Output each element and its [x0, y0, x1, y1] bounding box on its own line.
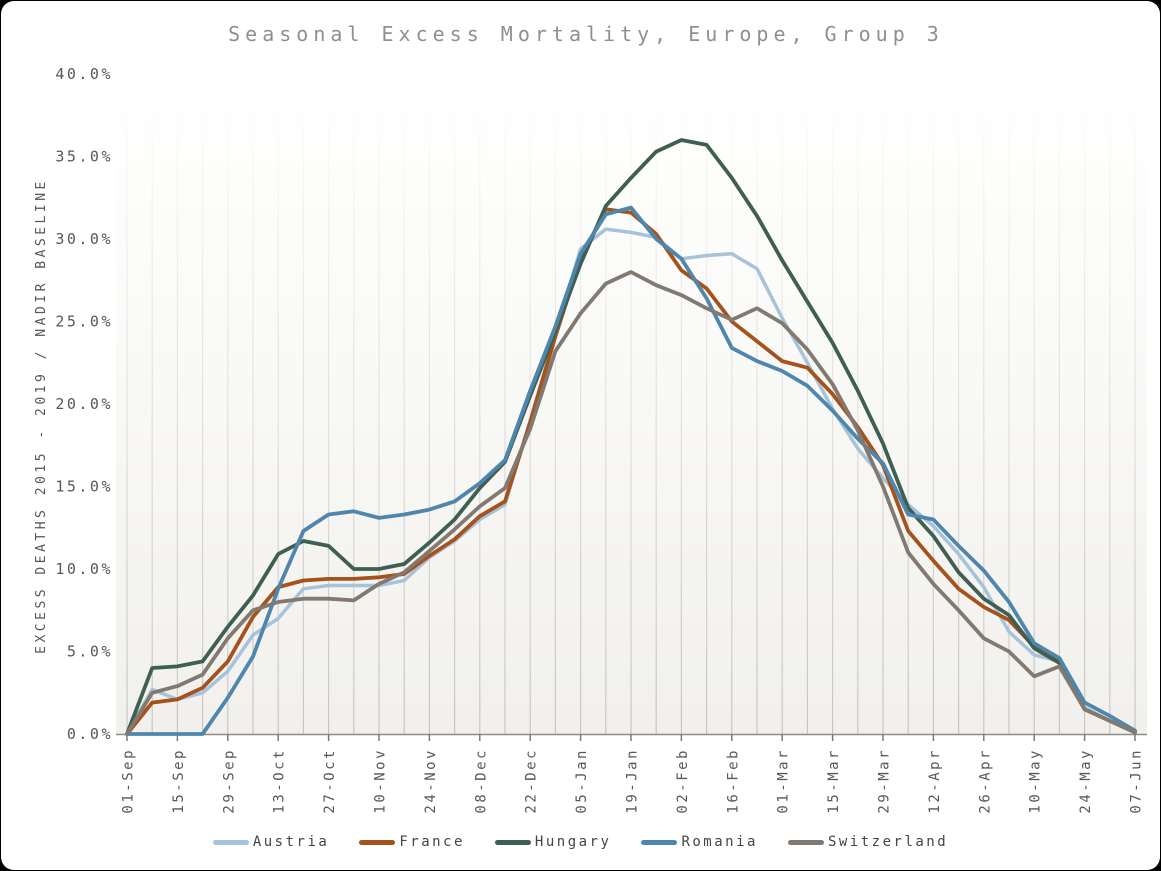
- y-axis-tick-labels: 0.0% 5.0% 10.0% 15.0% 20.0% 25.0% 30.0% 35.0% 40…: [55, 65, 113, 743]
- legend-label: Austria: [252, 834, 330, 850]
- y-tick-label: 10.0%: [55, 560, 113, 578]
- x-tick-label: 13-Oct: [272, 748, 288, 814]
- legend-swatch-switzerland: [787, 839, 824, 845]
- x-tick-label: 07-Jun: [1129, 748, 1145, 814]
- x-tick-label: 24-May: [1078, 748, 1094, 814]
- x-tick-label: 05-Jan: [574, 748, 590, 814]
- x-tick-label: 16-Feb: [725, 748, 741, 814]
- x-tick-label: 01-Mar: [776, 748, 792, 814]
- x-tick-label: 15-Mar: [826, 748, 842, 814]
- x-axis-tick-labels: 01-Sep 15-Sep 29-Sep 13-Oct 27-Oct 10-Nov 24-N…: [121, 748, 1145, 814]
- x-tick-label: 27-Oct: [322, 748, 338, 814]
- x-tick-label: 01-Sep: [121, 748, 137, 814]
- y-tick-label: 15.0%: [55, 478, 113, 496]
- series-line-romania: [125, 205, 1137, 736]
- x-tick-label: 10-Nov: [373, 748, 389, 814]
- legend-item-france: France: [359, 834, 465, 850]
- chart-title: Seasonal Excess Mortality, Europe, Group…: [228, 22, 944, 46]
- legend-label: Hungary: [534, 834, 612, 850]
- y-tick-label: 0.0%: [67, 725, 113, 743]
- x-tick-label: 12-Apr: [927, 748, 943, 814]
- y-tick-label: 35.0%: [55, 148, 113, 166]
- legend-label: Romania: [681, 834, 758, 850]
- x-axis-tick-marks: [126, 734, 1136, 741]
- legend-swatch-france: [359, 839, 396, 845]
- legend-swatch-hungary: [494, 839, 531, 845]
- x-tick-label: 24-Nov: [423, 748, 439, 814]
- series-line-hungary: [125, 138, 1137, 736]
- legend-swatch-romania: [641, 839, 678, 845]
- series-line-switzerland: [125, 270, 1137, 736]
- x-tick-label: 15-Sep: [171, 748, 187, 814]
- legend-swatch-austria: [212, 839, 249, 845]
- y-tick-label: 40.0%: [55, 65, 113, 83]
- y-tick-label: 25.0%: [55, 313, 113, 331]
- x-tick-label: 10-May: [1028, 748, 1044, 814]
- legend-item-hungary: Hungary: [494, 834, 612, 850]
- y-axis-label: EXCESS DEATHS 2015 - 2019 / NADIR BASELI…: [34, 178, 49, 654]
- chart-legend: Austria France Hungary Romania Switzerland: [1, 829, 1160, 855]
- legend-label: Switzerland: [827, 834, 949, 850]
- x-tick-label: 29-Mar: [877, 748, 893, 814]
- x-tick-label: 19-Jan: [625, 748, 641, 814]
- legend-label: France: [399, 834, 465, 850]
- y-tick-label: 5.0%: [67, 643, 113, 661]
- x-tick-label: 29-Sep: [221, 748, 237, 814]
- x-tick-label: 26-Apr: [977, 748, 993, 814]
- x-tick-label: 08-Dec: [473, 748, 489, 814]
- legend-item-austria: Austria: [212, 834, 330, 850]
- weekly-gridlines: [126, 89, 1136, 734]
- series-lines: [125, 138, 1137, 736]
- y-tick-label: 30.0%: [55, 230, 113, 248]
- x-tick-label: 02-Feb: [675, 748, 691, 814]
- legend-item-switzerland: Switzerland: [787, 834, 949, 850]
- y-tick-label: 20.0%: [55, 395, 113, 413]
- series-line-france: [125, 207, 1137, 736]
- x-tick-label: 22-Dec: [524, 748, 540, 814]
- legend-item-romania: Romania: [641, 834, 758, 850]
